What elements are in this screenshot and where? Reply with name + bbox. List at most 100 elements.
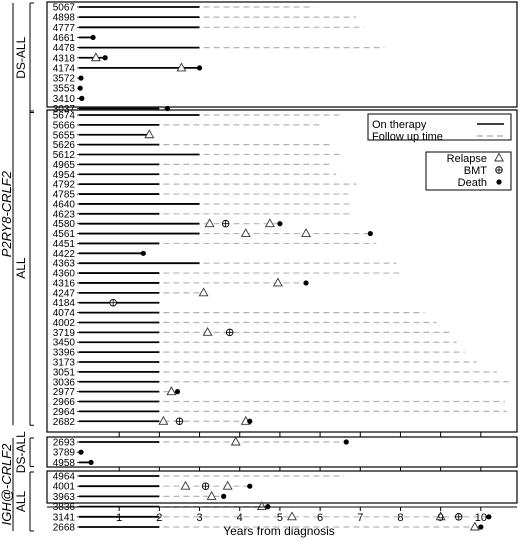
patient-id: 4898 xyxy=(53,13,76,24)
death-marker xyxy=(78,449,84,455)
patient-id: 5674 xyxy=(53,111,76,122)
relapse-marker xyxy=(272,277,283,287)
subgroup-bracket xyxy=(29,437,34,467)
death-marker xyxy=(486,514,492,520)
patient-id: 4184 xyxy=(53,298,76,309)
patient-row: 4777 xyxy=(53,23,365,34)
death-marker xyxy=(88,459,94,465)
subgroup-label: DS-ALL xyxy=(14,36,28,78)
patient-row: 5666 xyxy=(53,120,321,131)
patient-row: 2966 xyxy=(53,397,505,408)
patient-row: 5655 xyxy=(53,129,155,141)
patient-row: 5067 xyxy=(53,3,315,14)
relapse-marker xyxy=(264,218,275,228)
patient-row: 5612 xyxy=(53,150,341,161)
patient-row: 5674 xyxy=(53,111,341,122)
patient-id: 4792 xyxy=(53,180,76,191)
relapse-marker xyxy=(198,287,209,297)
patient-id: 5655 xyxy=(53,130,76,141)
patient-id: 4623 xyxy=(53,209,76,220)
x-tick-label: 4 xyxy=(237,512,243,524)
patient-row: 3410 xyxy=(53,94,85,105)
panel-frame xyxy=(46,109,518,433)
patient-id: 4965 xyxy=(53,160,76,171)
relapse-marker xyxy=(301,228,312,238)
relapse-marker xyxy=(287,511,297,521)
patient-id: 3789 xyxy=(53,448,76,459)
patient-row: 3173 xyxy=(53,358,477,369)
relapse-marker xyxy=(494,152,504,162)
patient-id: 4247 xyxy=(53,288,76,299)
death-marker xyxy=(102,55,108,61)
death-marker xyxy=(277,221,283,227)
death-marker xyxy=(140,250,146,256)
patient-row: 4964 xyxy=(53,472,345,483)
patient-row: 4247 xyxy=(53,287,209,299)
patient-row: 3553 xyxy=(53,84,83,95)
legend-marker-label: Death xyxy=(458,177,487,189)
patient-row: 3789 xyxy=(53,448,84,459)
death-marker xyxy=(174,389,181,395)
patient-row: 4958 xyxy=(53,458,94,469)
patient-row: 2693 xyxy=(53,436,349,449)
patient-row: 3037 xyxy=(53,104,171,115)
patient-id: 4002 xyxy=(53,318,76,329)
x-tick-label: 9 xyxy=(438,512,444,524)
patient-id: 4451 xyxy=(53,239,76,250)
patient-row: 3963 xyxy=(53,490,227,503)
bmt-marker xyxy=(225,328,234,337)
legend-line-label: On therapy xyxy=(372,119,427,131)
relapse-marker xyxy=(202,326,213,336)
patient-row: 4451 xyxy=(53,239,377,250)
group-label: P2RY8-CRLF2 xyxy=(0,170,14,257)
legend-line-label: Follow up time xyxy=(372,131,443,143)
death-marker xyxy=(367,230,373,237)
patient-id: 4360 xyxy=(53,269,76,280)
patient-id: 3051 xyxy=(53,367,76,378)
death-marker xyxy=(90,34,96,41)
patient-id: 2964 xyxy=(53,407,76,418)
relapse-marker xyxy=(206,490,217,500)
patient-id: 4363 xyxy=(53,259,76,270)
patient-row: 4001 xyxy=(53,480,253,493)
patient-id: 4785 xyxy=(53,190,76,201)
panel-frame xyxy=(46,470,518,504)
patient-row: 4792 xyxy=(53,180,357,191)
patient-id: 4001 xyxy=(53,482,76,493)
relapse-marker xyxy=(222,480,233,490)
patient-row: 4074 xyxy=(53,308,425,319)
patient-id: 3396 xyxy=(53,348,76,359)
patient-id: 4422 xyxy=(53,249,76,260)
death-marker xyxy=(221,493,227,499)
patient-id: 4958 xyxy=(53,458,76,469)
bmt-marker xyxy=(454,513,463,521)
patient-id: 2693 xyxy=(53,438,76,449)
patient-row: 4954 xyxy=(53,170,337,181)
subgroup-label: ALL xyxy=(14,491,28,513)
panel-frame xyxy=(46,436,518,468)
x-axis: Years from diagnosis 1 2 3 4 5 6 7 8 9 10 xyxy=(47,432,517,538)
patient-row: 4785 xyxy=(53,190,349,201)
relapse-marker xyxy=(180,480,191,490)
death-marker xyxy=(77,85,83,91)
group-label: IGH@-CRLF2 xyxy=(0,443,14,526)
relapse-marker xyxy=(230,436,241,446)
patient-row: 4318 xyxy=(53,52,108,64)
patient-id: 4478 xyxy=(53,43,76,54)
patient-row: 4363 xyxy=(53,259,397,270)
patient-row: 4002 xyxy=(53,318,437,329)
patient-id: 5612 xyxy=(53,150,76,161)
patient-id: 3141 xyxy=(53,512,76,523)
patient-row: 2668 xyxy=(53,521,484,534)
patient-id: 3719 xyxy=(53,328,76,339)
patient-id: 4580 xyxy=(53,219,76,230)
bmt-marker xyxy=(221,219,230,228)
x-axis-label: Years from diagnosis xyxy=(223,524,335,538)
death-marker xyxy=(247,418,253,424)
legend-marker-label: Relapse xyxy=(447,153,487,165)
subgroup-bracket xyxy=(29,2,34,113)
relapse-marker xyxy=(90,52,101,62)
patient-id: 4777 xyxy=(53,23,76,34)
patient-row: 5626 xyxy=(53,140,333,151)
patient-row: 2977 xyxy=(53,386,181,398)
